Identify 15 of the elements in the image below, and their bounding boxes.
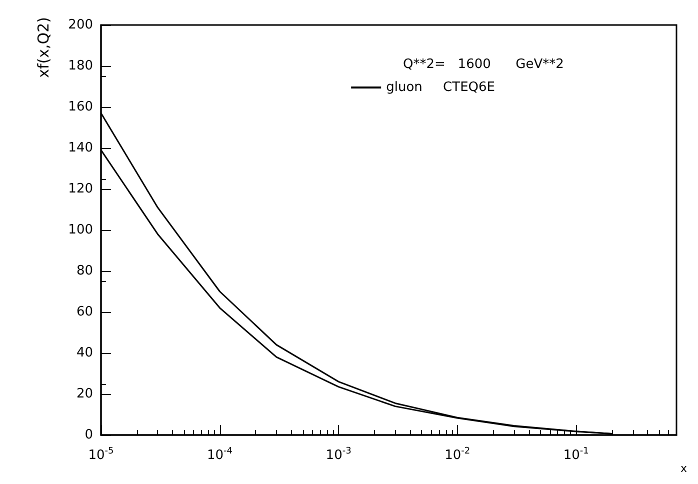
annotation: Q**2= 1600 GeV**2 [403, 57, 564, 72]
y-tick-label: 100 [68, 222, 93, 238]
y-tick-label: 20 [76, 386, 93, 402]
y-tick-label: 40 [76, 346, 93, 360]
y-tick-label: 0 [84, 428, 93, 442]
y-tick-label: 200 [68, 18, 93, 32]
legend-label: gluon CTEQ6E [386, 80, 496, 95]
y-tick-label: 180 [68, 58, 93, 74]
y-tick-label: 80 [76, 264, 93, 278]
y-tick-label: 120 [68, 182, 93, 196]
x-axis-title: x [680, 462, 688, 475]
y-tick-label: 160 [68, 100, 93, 114]
y-axis-title: xf(x,Q2) [34, 17, 52, 78]
y-tick-label: 140 [68, 140, 93, 156]
y-tick-label: 60 [76, 304, 93, 320]
